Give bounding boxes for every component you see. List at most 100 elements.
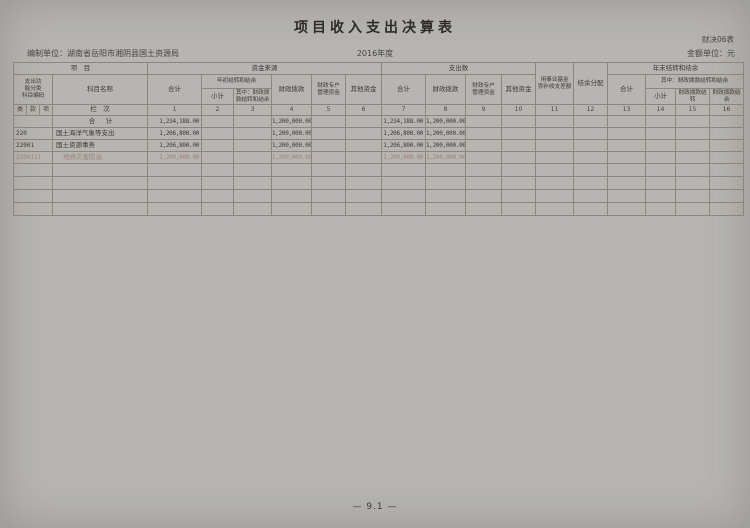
cell-c15 (675, 127, 710, 140)
cell-c13 (607, 151, 646, 164)
cell-c3 (233, 163, 272, 177)
col-number: 13 (607, 104, 646, 116)
cell-c16 (709, 115, 744, 128)
cell-c14 (645, 163, 676, 177)
cell-c9 (465, 163, 502, 177)
cell-c13 (607, 139, 646, 152)
cell-c12 (573, 115, 608, 128)
cell-c7 (381, 202, 426, 216)
cell-c6 (345, 151, 382, 164)
col-number: 7 (381, 104, 426, 116)
header-c4-fiscal-appropriation: 财政拨款 (271, 74, 312, 105)
cell-c2 (201, 127, 234, 140)
cell-c11 (535, 127, 574, 140)
cell-c7 (381, 163, 426, 177)
cell-c8 (425, 202, 466, 216)
cell-c2 (201, 176, 234, 190)
cell-c7: 1,234,188.00 (381, 115, 426, 128)
cell-c10 (501, 139, 536, 152)
cell-c11 (535, 139, 574, 152)
cell-c4: 1,200,000.00 (271, 115, 312, 128)
cell-c12 (573, 202, 608, 216)
cell-c5 (311, 115, 346, 128)
header-year-end-sub-group: 其中：财政拨款结转和结余 (645, 74, 744, 89)
empty-row (13, 163, 744, 177)
header-c6-other-funds: 其他资金 (345, 74, 382, 105)
cell-c15 (675, 163, 710, 177)
cell-c12 (573, 139, 608, 152)
col-number: 8 (425, 104, 466, 116)
cell-c11 (535, 115, 574, 128)
cell-c3 (233, 139, 272, 152)
header-c14-subtotal: 小计 (645, 88, 676, 105)
form-number: 财决06表 (701, 35, 734, 44)
cell-c8: 1,200,000.00 (425, 127, 466, 140)
header-code-class: 类 (13, 104, 27, 116)
cell-c6 (345, 139, 382, 152)
cell-c1 (147, 176, 202, 190)
cell-c2 (201, 151, 234, 164)
header-row-1: 项 目 资金来源 支出数 用事业基金 弥补收支差额 结余分配 年末结转和结余 (13, 62, 744, 105)
cell-c15 (675, 151, 710, 164)
cell-c15 (675, 176, 710, 190)
cell-c1 (147, 202, 202, 216)
header-c8-fiscal-appropriation: 财政拨款 (425, 74, 466, 105)
cell-c8: 1,200,000.00 (425, 139, 466, 152)
cell-c4 (271, 176, 312, 190)
header-c1-total: 合计 (147, 74, 202, 105)
cell-c8: 1,200,000.00 (425, 151, 466, 164)
header-row-2: 支出功 能分类 科目编码 科目名称 合计 年初结转和结余 财政拨款 财政专户 管… (13, 74, 744, 105)
cell-c16 (709, 176, 744, 190)
cell-c6 (345, 127, 382, 140)
amount-unit: 金额单位：元 (687, 49, 735, 58)
cell-c15 (675, 189, 710, 203)
header-funding-source-group: 资金来源 (147, 62, 382, 75)
cell-c4: 1,200,000.00 (271, 127, 312, 140)
header-c7-total: 合计 (381, 74, 426, 105)
cell-c6 (345, 189, 382, 203)
page-title: 项目收入支出决算表 (294, 20, 456, 36)
cell-c3 (233, 176, 272, 190)
col-number: 14 (645, 104, 676, 116)
cell-name: 地质灾害防治 (52, 151, 148, 164)
cell-c10 (501, 151, 536, 164)
compiling-unit: 编制单位：湖南省岳阳市湘阴县国土资源局 (27, 49, 179, 58)
cell-c5 (311, 176, 346, 190)
header-c11-fund-offset: 用事业基金 弥补收支差额 (535, 62, 574, 105)
cell-c8: 1,200,000.00 (425, 115, 466, 128)
cell-c6 (345, 163, 382, 177)
cell-c13 (607, 163, 646, 177)
header-lanci: 栏 次 (52, 104, 148, 116)
cell-c8 (425, 176, 466, 190)
header-c12-surplus-distribution: 结余分配 (573, 62, 608, 105)
cell-code: 220 (13, 127, 53, 140)
cell-name: 国土海洋气象等支出 (52, 127, 148, 140)
col-number: 9 (465, 104, 502, 116)
cell-c2 (201, 202, 234, 216)
cell-c1: 1,206,800.00 (147, 139, 202, 152)
cell-c14 (645, 176, 676, 190)
cell-c9 (465, 151, 502, 164)
header-code-label: 支出功 能分类 科目编码 (13, 74, 53, 105)
cell-c10 (501, 115, 536, 128)
cell-c7: 1,206,800.00 (381, 139, 426, 152)
cell-c14 (645, 189, 676, 203)
cell-c1: 1,206,800.00 (147, 127, 202, 140)
table-row-220: 220 国土海洋气象等支出 1,206,800.00 1,200,000.00 … (13, 127, 744, 140)
cell-c10 (501, 127, 536, 140)
cell-c7 (381, 176, 426, 190)
cell-c13 (607, 115, 646, 128)
cell-c4 (271, 202, 312, 216)
header-c9-fiscal-account-funds: 财政专户 管理资金 (465, 74, 502, 105)
cell-c1: 1,234,188.00 (147, 115, 202, 128)
col-number: 16 (709, 104, 744, 116)
cell-c13 (607, 176, 646, 190)
cell-c16 (709, 139, 744, 152)
cell-c5 (311, 189, 346, 203)
cell-c16 (709, 127, 744, 140)
header-c3-fiscal-carryover: 其中：财政拨 款结转和结余 (233, 88, 272, 105)
cell-c16 (709, 189, 744, 203)
col-number: 11 (535, 104, 574, 116)
cell-c6 (345, 176, 382, 190)
